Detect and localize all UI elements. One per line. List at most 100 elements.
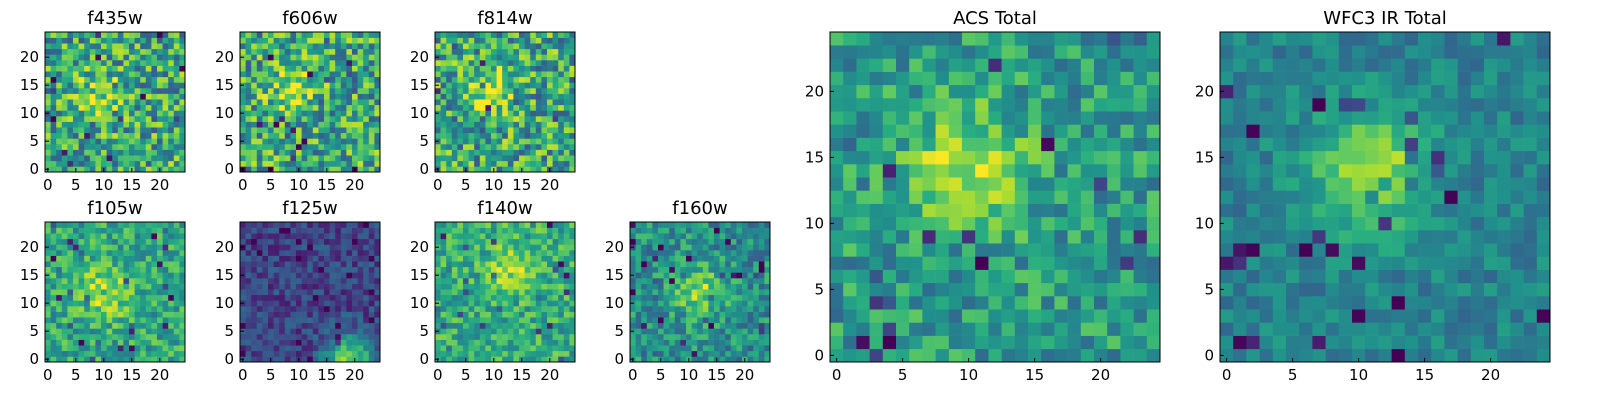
heatmap-cell bbox=[641, 339, 648, 346]
heatmap-cell bbox=[674, 328, 681, 335]
heatmap-cell bbox=[312, 60, 319, 66]
heatmap-cell bbox=[856, 309, 870, 323]
heatmap-cell bbox=[340, 149, 347, 156]
heatmap-cell bbox=[179, 132, 186, 139]
heatmap-cell bbox=[50, 339, 57, 346]
heatmap-cell bbox=[84, 261, 91, 268]
heatmap-cell bbox=[106, 37, 113, 44]
heatmap-cell bbox=[67, 294, 74, 301]
heatmap-cell bbox=[519, 350, 525, 357]
heatmap-cell bbox=[547, 289, 553, 296]
heatmap-cell bbox=[479, 132, 486, 139]
heatmap-cell bbox=[363, 255, 370, 262]
heatmap-cell bbox=[157, 110, 163, 117]
heatmap-cell bbox=[89, 294, 96, 301]
heatmap-cell bbox=[1120, 309, 1134, 323]
heatmap-cell bbox=[67, 350, 74, 357]
heatmap-cell bbox=[273, 289, 280, 296]
heatmap-cell bbox=[117, 345, 124, 352]
heatmap-cell bbox=[563, 283, 570, 290]
heatmap-cell bbox=[145, 76, 152, 83]
heatmap-cell bbox=[50, 132, 57, 139]
heatmap-cell bbox=[524, 82, 531, 89]
heatmap-cell bbox=[451, 238, 458, 245]
heatmap-cell bbox=[1146, 137, 1161, 152]
heatmap-cell bbox=[1080, 269, 1095, 284]
heatmap-cell bbox=[507, 132, 514, 139]
heatmap-cell bbox=[251, 149, 258, 156]
heatmap-cell bbox=[374, 283, 381, 290]
heatmap-cell bbox=[157, 65, 163, 72]
heatmap-cell bbox=[691, 266, 698, 273]
heatmap-cell bbox=[363, 350, 370, 357]
heatmap-cell bbox=[491, 283, 497, 290]
heatmap-cell bbox=[764, 283, 771, 290]
heatmap-cell bbox=[45, 127, 51, 134]
heatmap-cell bbox=[463, 155, 469, 162]
heatmap-cell bbox=[151, 144, 158, 150]
heatmap-cell bbox=[691, 244, 698, 251]
heatmap-cell bbox=[569, 278, 576, 284]
heatmap-cell bbox=[463, 328, 469, 335]
heatmap-cell bbox=[479, 350, 486, 357]
heatmap-cell bbox=[101, 37, 107, 44]
heatmap-cell bbox=[736, 334, 743, 340]
heatmap-cell bbox=[301, 166, 308, 173]
heatmap-cell bbox=[451, 339, 458, 346]
heatmap-cell bbox=[485, 227, 492, 234]
heatmap-cell bbox=[569, 222, 576, 228]
heatmap-cell bbox=[112, 317, 119, 324]
heatmap-cell bbox=[179, 334, 186, 340]
heatmap-cell bbox=[335, 32, 342, 38]
heatmap-cell bbox=[714, 238, 720, 245]
heatmap-cell bbox=[552, 116, 559, 122]
y-tick-label: 20 bbox=[215, 48, 234, 66]
heatmap-cell bbox=[61, 255, 68, 262]
heatmap-cell bbox=[168, 272, 175, 279]
heatmap-cell bbox=[157, 294, 163, 301]
heatmap-cell bbox=[747, 272, 754, 279]
heatmap-cell bbox=[145, 317, 152, 324]
heatmap-cell bbox=[1041, 282, 1055, 297]
heatmap-cell bbox=[301, 60, 308, 66]
heatmap-cell bbox=[284, 289, 291, 296]
heatmap-cell bbox=[262, 289, 269, 296]
heatmap-cell bbox=[56, 227, 63, 234]
heatmap-cell bbox=[742, 261, 748, 268]
x-tick-label: 0 bbox=[628, 366, 638, 384]
heatmap-cell bbox=[151, 48, 158, 55]
heatmap-cell bbox=[1107, 269, 1121, 284]
heatmap-cell bbox=[440, 144, 447, 150]
heatmap-cell bbox=[896, 190, 910, 204]
heatmap-cell bbox=[669, 294, 676, 301]
heatmap-cell bbox=[524, 155, 531, 162]
heatmap-cell bbox=[301, 283, 308, 290]
heatmap-cell bbox=[284, 160, 291, 167]
heatmap-cell bbox=[73, 294, 79, 301]
heatmap-cell bbox=[129, 311, 135, 318]
heatmap-cell bbox=[524, 255, 531, 262]
heatmap-cell bbox=[563, 233, 570, 240]
heatmap-cell bbox=[896, 282, 910, 297]
heatmap-cell bbox=[502, 121, 509, 128]
heatmap-cell bbox=[1094, 164, 1108, 178]
heatmap-cell bbox=[502, 99, 509, 106]
heatmap-cell bbox=[101, 93, 107, 100]
heatmap-cell bbox=[262, 160, 269, 167]
heatmap-cell bbox=[84, 233, 91, 240]
heatmap-cell bbox=[496, 37, 503, 44]
heatmap-cell bbox=[988, 230, 1002, 244]
heatmap-cell bbox=[463, 149, 469, 156]
heatmap-cell bbox=[896, 335, 910, 350]
heatmap-cell bbox=[352, 255, 358, 262]
heatmap-cell bbox=[140, 322, 147, 329]
heatmap-cell bbox=[312, 88, 319, 94]
heatmap-cell bbox=[563, 144, 570, 150]
heatmap-cell bbox=[151, 238, 158, 245]
heatmap-cell bbox=[256, 60, 263, 66]
heatmap-cell bbox=[318, 149, 325, 156]
heatmap-cell bbox=[78, 138, 85, 145]
heatmap-cell bbox=[346, 144, 353, 150]
heatmap-cell bbox=[256, 356, 263, 363]
heatmap-cell bbox=[268, 328, 274, 335]
